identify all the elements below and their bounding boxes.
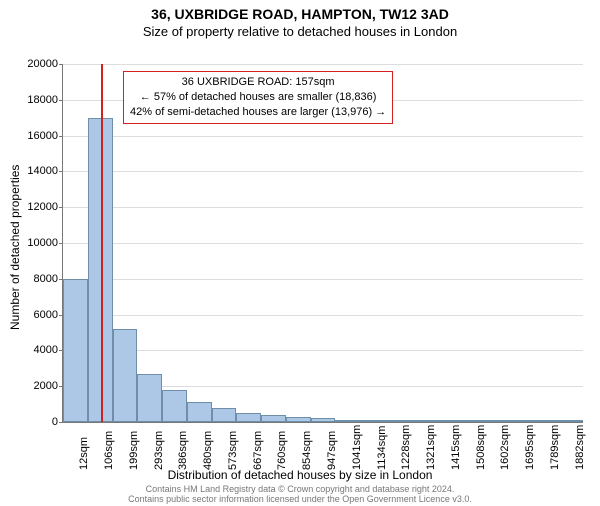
- x-tick-label: 1228sqm: [400, 425, 412, 470]
- x-tick-label: 1602sqm: [499, 425, 511, 470]
- y-tick-label: 8000: [18, 273, 58, 285]
- histogram-bar: [236, 413, 261, 422]
- x-tick-label: 1508sqm: [475, 425, 487, 470]
- histogram-bar: [558, 420, 583, 422]
- x-tick-label: 199sqm: [128, 431, 140, 470]
- y-tick-label: 2000: [18, 380, 58, 392]
- y-tick: [59, 100, 63, 101]
- x-tick-label: 480sqm: [202, 431, 214, 470]
- y-tick: [59, 422, 63, 423]
- gridline: [63, 207, 583, 208]
- annotation-line3: 42% of semi-detached houses are larger (…: [130, 105, 386, 120]
- histogram-bar: [187, 402, 212, 422]
- histogram-bar: [410, 420, 435, 422]
- histogram-bar: [509, 420, 534, 422]
- x-tick-label: 947sqm: [326, 431, 338, 470]
- footer-line1: Contains HM Land Registry data © Crown c…: [0, 484, 600, 494]
- x-tick-label: 1321sqm: [425, 425, 437, 470]
- x-tick-label: 106sqm: [103, 431, 115, 470]
- x-tick-label: 1415sqm: [450, 425, 462, 470]
- y-tick: [59, 64, 63, 65]
- x-tick-label: 1882sqm: [574, 425, 586, 470]
- y-tick-label: 18000: [18, 94, 58, 106]
- histogram-bar: [434, 420, 459, 422]
- histogram-bar: [63, 279, 88, 422]
- chart-plot-area: 36 UXBRIDGE ROAD: 157sqm← 57% of detache…: [62, 64, 583, 423]
- histogram-bar: [137, 374, 162, 422]
- histogram-bar: [311, 418, 336, 422]
- histogram-bar: [286, 417, 311, 422]
- y-tick-label: 12000: [18, 201, 58, 213]
- x-tick-label: 12sqm: [78, 437, 90, 470]
- histogram-bar: [113, 329, 138, 422]
- x-tick-label: 760sqm: [276, 431, 288, 470]
- x-tick-label: 1134sqm: [376, 426, 388, 470]
- footer-credits: Contains HM Land Registry data © Crown c…: [0, 484, 600, 505]
- histogram-bar: [162, 390, 187, 422]
- histogram-bar: [212, 408, 237, 422]
- histogram-bar: [88, 118, 113, 422]
- histogram-bar: [459, 420, 484, 422]
- gridline: [63, 350, 583, 351]
- x-tick-label: 573sqm: [227, 431, 239, 470]
- y-tick-label: 14000: [18, 165, 58, 177]
- y-tick-label: 4000: [18, 344, 58, 356]
- annotation-box: 36 UXBRIDGE ROAD: 157sqm← 57% of detache…: [123, 71, 393, 124]
- chart-subtitle: Size of property relative to detached ho…: [0, 24, 600, 39]
- x-tick-label: 854sqm: [301, 431, 313, 470]
- gridline: [63, 64, 583, 65]
- y-tick: [59, 171, 63, 172]
- x-tick-label: 1041sqm: [351, 425, 363, 470]
- x-axis-label: Distribution of detached houses by size …: [0, 468, 600, 482]
- histogram-bar: [385, 420, 410, 422]
- histogram-bar: [533, 420, 558, 422]
- histogram-bar: [261, 415, 286, 422]
- x-tick-label: 1695sqm: [524, 425, 536, 470]
- x-tick-label: 293sqm: [153, 431, 165, 470]
- histogram-bar: [484, 420, 509, 422]
- gridline: [63, 279, 583, 280]
- y-tick-label: 20000: [18, 58, 58, 70]
- y-tick-label: 0: [18, 416, 58, 428]
- annotation-line1: 36 UXBRIDGE ROAD: 157sqm: [130, 75, 386, 90]
- property-marker-line: [101, 64, 103, 422]
- annotation-line2: ← 57% of detached houses are smaller (18…: [130, 90, 386, 105]
- y-tick: [59, 243, 63, 244]
- y-tick-label: 16000: [18, 130, 58, 142]
- y-tick: [59, 207, 63, 208]
- gridline: [63, 171, 583, 172]
- histogram-bar: [360, 420, 385, 422]
- gridline: [63, 315, 583, 316]
- x-tick-label: 667sqm: [252, 431, 264, 470]
- chart-title: 36, UXBRIDGE ROAD, HAMPTON, TW12 3AD: [0, 6, 600, 22]
- gridline: [63, 136, 583, 137]
- y-tick-label: 6000: [18, 309, 58, 321]
- y-tick-label: 10000: [18, 237, 58, 249]
- gridline: [63, 243, 583, 244]
- y-tick: [59, 136, 63, 137]
- histogram-bar: [335, 420, 360, 423]
- x-tick-label: 386sqm: [177, 431, 189, 470]
- x-tick-label: 1789sqm: [549, 425, 561, 470]
